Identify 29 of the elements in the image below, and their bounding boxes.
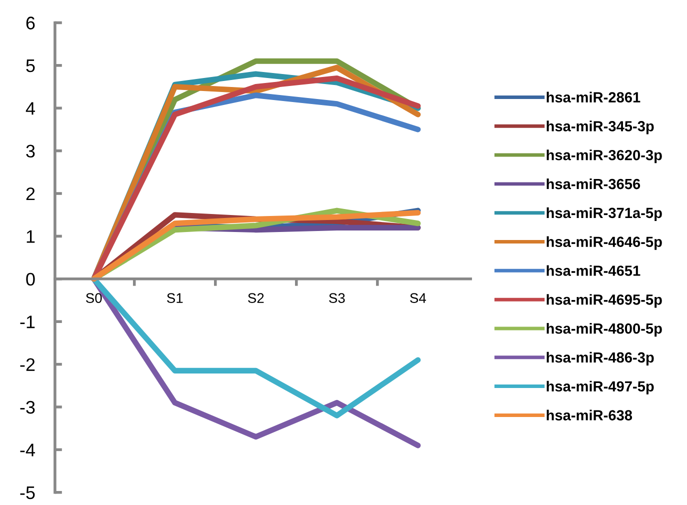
- legend-label: hsa-miR-497-5p: [546, 380, 654, 394]
- legend-label: hsa-miR-4651: [546, 265, 640, 276]
- x-tick-label: S1: [167, 293, 183, 303]
- y-tick-label: 4: [26, 102, 35, 115]
- y-tick-label: 1: [26, 230, 35, 243]
- legend-label: hsa-miR-4646-5p: [546, 236, 662, 250]
- x-tick-label: S2: [248, 293, 264, 303]
- y-tick-label: -4: [20, 444, 35, 456]
- y-tick-label: 3: [26, 144, 35, 158]
- legend-label: hsa-miR-2861: [546, 92, 640, 102]
- legend-label: hsa-miR-638: [546, 410, 632, 420]
- x-tick-label: S4: [410, 293, 426, 303]
- legend-label: hsa-miR-345-3p: [546, 120, 654, 134]
- legend-label: hsa-miR-3620-3p: [546, 150, 662, 164]
- x-tick-label: S0: [86, 293, 102, 303]
- y-tick-label: 0: [26, 272, 35, 286]
- y-tick-label: 5: [26, 60, 35, 72]
- legend-label: hsa-miR-371a-5p: [546, 207, 662, 221]
- x-tick-label: S3: [329, 293, 345, 303]
- y-tick-label: 6: [26, 16, 35, 30]
- y-tick-label: -3: [20, 400, 35, 414]
- legend-label: hsa-miR-4695-5p: [546, 294, 662, 308]
- legend-label: hsa-miR-486-3p: [546, 352, 654, 366]
- legend-label: hsa-miR-3656: [546, 178, 640, 190]
- y-tick-label: 2: [26, 187, 35, 200]
- y-tick-label: -1: [20, 316, 35, 328]
- y-tick-label: -2: [20, 358, 35, 371]
- y-tick-label: -5: [20, 486, 35, 500]
- legend-label: hsa-miR-4800-5p: [546, 323, 662, 337]
